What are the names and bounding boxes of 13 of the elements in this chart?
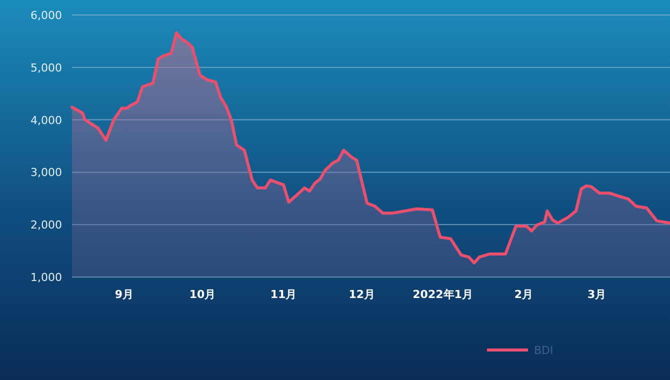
x-tick-label: 2022年1月: [412, 288, 473, 301]
y-tick-label: 6,000: [30, 9, 62, 22]
x-tick-label: 11月: [270, 288, 297, 301]
x-tick-label: 9月: [114, 288, 134, 301]
y-tick-label: 2,000: [30, 218, 62, 232]
x-tick-label: 3月: [588, 288, 606, 301]
y-tick-label: 5,000: [30, 61, 62, 74]
y-tick-label: 3,000: [30, 166, 62, 180]
y-tick-label: 1,000: [30, 271, 62, 284]
y-tick-label: 4,000: [30, 114, 62, 127]
x-tick-label: 2月: [514, 288, 534, 301]
x-tick-label: 12月: [348, 288, 376, 301]
x-tick-label: 10月: [189, 288, 216, 301]
